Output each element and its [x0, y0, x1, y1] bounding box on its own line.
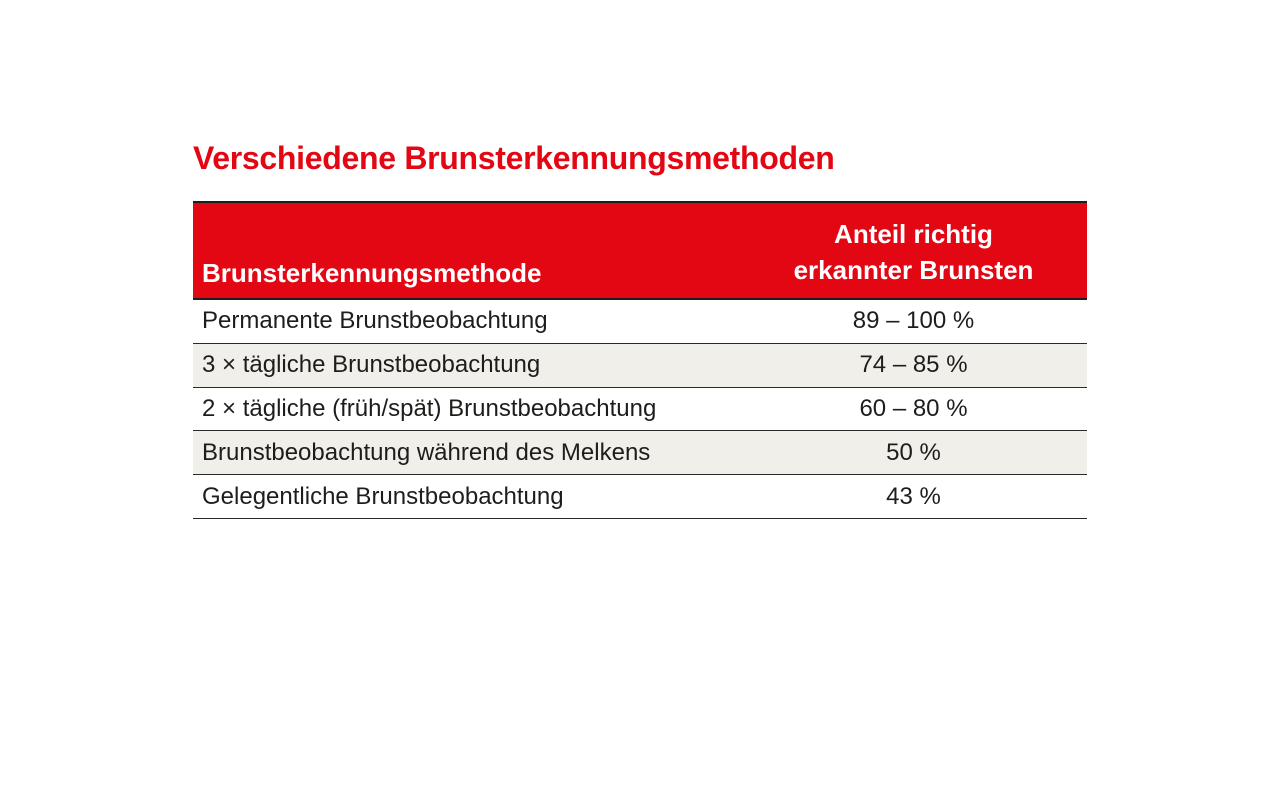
table-row: Brunstbeobachtung während des Melkens 50… [193, 431, 1087, 476]
header-method-column: Brunsterkennungsmethode [202, 258, 542, 288]
table-row: Permanente Brunstbeobachtung 89 – 100 % [193, 300, 1087, 344]
header-share-column: Anteil richtig erkannter Brunsten [740, 203, 1087, 298]
table-row: 2 × tägliche (früh/spät) Brunstbeobachtu… [193, 387, 1087, 432]
header-share-line1: Anteil richtig [834, 219, 993, 250]
table-row: Gelegentliche Brunstbeobachtung 43 % [193, 475, 1087, 519]
table-header-row: Brunsterkennungsmethode Anteil richtig e… [193, 201, 1087, 300]
method-cell: Brunstbeobachtung während des Melkens [202, 438, 651, 466]
method-cell: Permanente Brunstbeobachtung [202, 307, 548, 335]
method-cell: 3 × tägliche Brunstbeobachtung [202, 351, 541, 379]
page-title: Verschiedene Brunsterkennungsmethoden [193, 140, 835, 176]
table-row: 3 × tägliche Brunstbeobachtung 74 – 85 % [193, 343, 1087, 388]
header-share-line2: erkannter Brunsten [793, 255, 1034, 286]
value-cell: 50 % [886, 438, 941, 466]
value-cell: 43 % [886, 482, 941, 510]
value-cell: 60 – 80 % [859, 394, 968, 422]
detection-methods-table: Brunsterkennungsmethode Anteil richtig e… [193, 201, 1087, 519]
method-cell: 2 × tägliche (früh/spät) Brunstbeobachtu… [202, 394, 657, 422]
value-cell: 74 – 85 % [859, 351, 968, 379]
method-cell: Gelegentliche Brunstbeobachtung [202, 482, 564, 510]
value-cell: 89 – 100 % [852, 307, 975, 335]
